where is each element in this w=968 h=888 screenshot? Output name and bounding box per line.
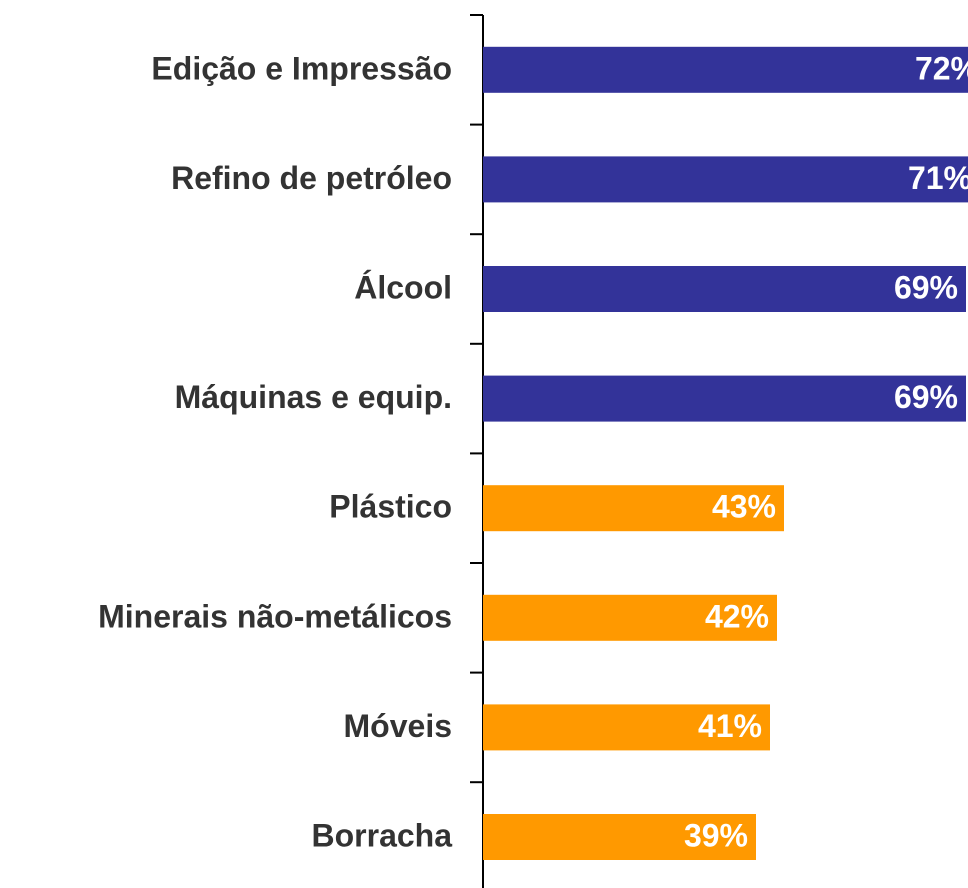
value-label: 42% [705, 598, 769, 634]
value-label: 69% [894, 379, 958, 415]
category-label: Máquinas e equip. [175, 379, 452, 415]
bar [483, 704, 770, 751]
value-label: 41% [698, 708, 762, 744]
bar [483, 266, 966, 312]
bar [483, 594, 777, 641]
category-label: Álcool [354, 269, 452, 305]
bar [483, 814, 756, 860]
bar [483, 375, 966, 422]
bar [483, 156, 968, 203]
category-label: Minerais não-metálicos [98, 598, 452, 634]
category-label: Borracha [312, 817, 453, 853]
category-label: Móveis [344, 708, 452, 744]
value-label: 72% [915, 50, 968, 86]
bar [483, 46, 968, 93]
value-label: 43% [712, 489, 776, 525]
bar [483, 485, 784, 532]
value-label: 71% [908, 160, 968, 196]
category-label: Refino de petróleo [171, 160, 452, 196]
value-label: 69% [894, 269, 958, 305]
value-label: 39% [684, 817, 748, 853]
category-label: Edição e Impressão [151, 50, 452, 86]
category-label: Plástico [329, 489, 452, 525]
